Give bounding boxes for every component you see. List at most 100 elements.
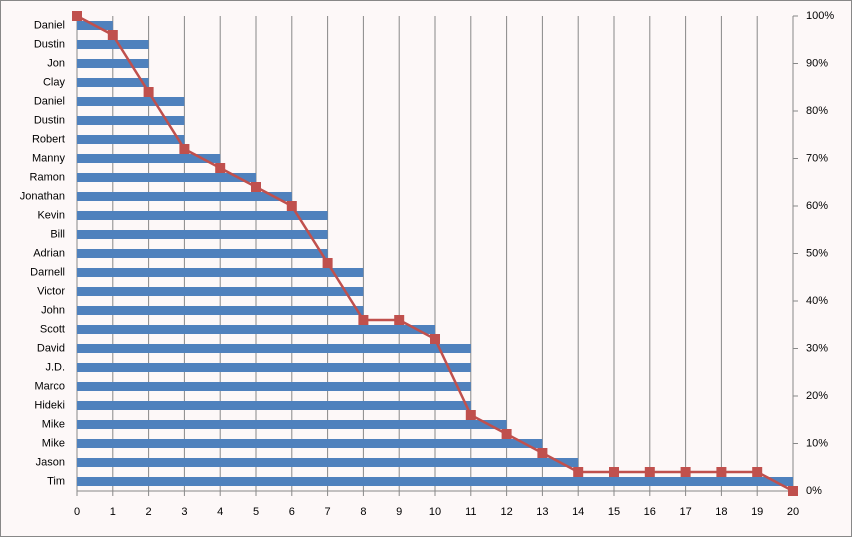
x-tick-label: 9 [396, 506, 402, 518]
y2-tick-label: 100% [806, 10, 834, 22]
x-tick-label: 7 [325, 506, 331, 518]
bar [77, 439, 543, 448]
line-marker [286, 201, 297, 211]
y2-tick-label: 80% [806, 105, 828, 117]
x-tick-label: 5 [253, 506, 259, 518]
line-marker [358, 315, 369, 325]
bar [77, 211, 328, 220]
y-tick-label: Adrian [33, 247, 65, 259]
bar [77, 135, 185, 144]
x-tick-label: 19 [751, 506, 763, 518]
y-tick-label: Mike [42, 437, 65, 449]
y2-tick-label: 70% [806, 152, 828, 164]
y2-tick-label: 20% [806, 390, 828, 402]
bar [77, 363, 471, 372]
bar [77, 78, 149, 87]
x-tick-label: 3 [181, 506, 187, 518]
y-tick-label: Bill [50, 228, 65, 240]
line-marker [465, 410, 476, 420]
line-marker [143, 87, 154, 97]
y-tick-label: Hideki [34, 399, 65, 411]
line-marker [394, 315, 405, 325]
y-tick-label: Jason [36, 456, 65, 468]
y-tick-label: John [41, 304, 65, 316]
y-tick-label: Jon [47, 57, 65, 69]
y-tick-label: J.D. [45, 361, 65, 373]
x-tick-label: 0 [74, 506, 80, 518]
line-marker [107, 30, 118, 40]
line-marker [251, 182, 261, 192]
x-tick-label: 10 [429, 506, 441, 518]
y-tick-label: Marco [34, 380, 65, 392]
x-tick-label: 13 [536, 506, 548, 518]
line-marker [72, 11, 82, 21]
bar [77, 249, 328, 258]
bar [77, 287, 364, 296]
x-tick-label: 20 [787, 506, 799, 518]
y2-tick-label: 30% [806, 342, 828, 354]
x-tick-label: 1 [110, 506, 116, 518]
y2-tick-label: 10% [806, 437, 828, 449]
bar [77, 192, 292, 201]
x-tick-label: 14 [572, 506, 584, 518]
bar [77, 59, 149, 68]
y2-tick-label: 90% [806, 57, 828, 69]
bar [77, 154, 221, 163]
line-marker [430, 334, 440, 344]
x-tick-label: 17 [679, 506, 691, 518]
y2-tick-label: 50% [806, 247, 828, 259]
y-tick-label: Robert [32, 133, 65, 145]
y-tick-label: Kevin [37, 209, 65, 221]
bar [77, 173, 256, 182]
y-tick-label: Manny [32, 152, 66, 164]
line-marker [501, 429, 512, 439]
y-tick-label: Jonathan [20, 190, 65, 202]
bar [77, 97, 185, 106]
bar [77, 382, 471, 391]
line-marker [788, 486, 798, 496]
bar [77, 401, 471, 410]
bar [77, 325, 435, 334]
line-marker [537, 448, 548, 458]
bar [77, 306, 364, 315]
y-tick-label: Clay [43, 76, 66, 88]
y-tick-label: Darnell [30, 266, 65, 278]
line-marker [215, 163, 226, 173]
line-marker [752, 467, 763, 477]
x-tick-label: 15 [608, 506, 620, 518]
y2-tick-label: 40% [806, 295, 828, 307]
y-tick-label: David [37, 342, 65, 354]
y-tick-label: Tim [47, 475, 65, 487]
bar [77, 344, 471, 353]
y2-tick-label: 0% [806, 485, 822, 497]
bar [77, 116, 185, 125]
x-tick-label: 2 [146, 506, 152, 518]
x-tick-label: 11 [465, 506, 476, 518]
x-tick-label: 8 [360, 506, 366, 518]
bar [77, 268, 364, 277]
bar [77, 477, 793, 486]
line-marker [573, 467, 584, 477]
y-tick-label: Daniel [34, 19, 65, 31]
y-tick-label: Dustin [34, 114, 65, 126]
bar [77, 40, 149, 49]
y2-tick-label: 60% [806, 200, 828, 212]
y-tick-label: Daniel [34, 95, 65, 107]
x-tick-label: 16 [644, 506, 656, 518]
bar [77, 420, 507, 429]
y-tick-label: Scott [40, 323, 65, 335]
x-tick-label: 12 [500, 506, 512, 518]
line-marker [644, 467, 655, 477]
y-tick-label: Victor [37, 285, 65, 297]
y-tick-label: Dustin [34, 38, 65, 50]
y-tick-label: Ramon [30, 171, 65, 183]
line-marker [179, 144, 190, 154]
line-marker [680, 467, 691, 477]
line-marker [716, 467, 727, 477]
x-tick-label: 6 [289, 506, 295, 518]
bar [77, 458, 579, 467]
x-tick-label: 4 [217, 506, 223, 518]
x-tick-label: 18 [715, 506, 727, 518]
